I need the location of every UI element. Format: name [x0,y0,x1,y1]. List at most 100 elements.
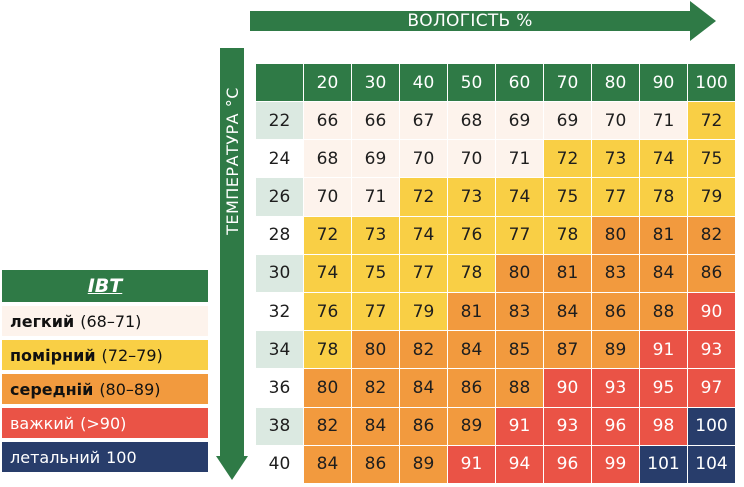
heat-index-cell: 74 [496,178,544,217]
heat-index-cell: 99 [592,445,640,484]
legend-item-range: (68–71) [80,311,142,331]
heat-index-cell: 82 [688,216,736,255]
heat-index-cell: 73 [592,140,640,179]
humidity-header-cell: 20 [304,64,352,102]
humidity-header-cell: 50 [448,64,496,102]
heat-index-cell: 77 [352,292,400,332]
humidity-header-cell: 40 [400,64,448,102]
heat-index-cell: 83 [496,292,544,332]
legend-item-range: (72–79) [101,345,163,365]
heat-index-cell: 100 [688,407,736,446]
heat-index-cell: 71 [496,140,544,179]
heat-index-cell: 68 [448,102,496,141]
heat-index-cell: 77 [592,178,640,217]
legend-item-medium: середній (80–89) [2,374,208,404]
heat-index-cell: 81 [448,292,496,332]
legend-item-lethal: летальний 100 [2,442,208,472]
humidity-header-cell: 30 [352,64,400,102]
heat-index-cell: 93 [688,331,736,370]
heat-index-cell: 95 [640,369,688,408]
legend-item-range: (80–89) [99,379,161,399]
heat-index-cell: 69 [496,102,544,141]
legend-item-range: (>90) [80,413,127,433]
heat-index-cell: 77 [400,254,448,293]
heat-index-cell: 89 [448,407,496,446]
heat-index-cell: 74 [304,254,352,293]
temperature-header-cell: 32 [256,292,304,332]
heat-index-cell: 97 [688,369,736,408]
heat-index-cell: 93 [544,407,592,446]
humidity-header-cell: 60 [496,64,544,102]
legend-item-range: 100 [106,447,137,467]
heat-index-cell: 91 [496,407,544,446]
heat-index-cell: 70 [400,140,448,179]
heat-index-cell: 75 [688,140,736,179]
heat-index-cell: 83 [592,254,640,293]
heat-index-cell: 73 [352,216,400,255]
heat-index-table: 20 30 40 50 60 70 80 90 100 22 66 66 67 68 69 69 70 71 72 2… [256,64,736,484]
heat-index-cell: 69 [352,140,400,179]
humidity-axis-arrow: ВОЛОГІСТЬ % [250,1,716,41]
table-corner [256,64,304,102]
temperature-header-cell: 30 [256,254,304,293]
heat-index-cell: 82 [352,369,400,408]
temperature-header-cell: 40 [256,445,304,484]
heat-index-cell: 84 [544,292,592,332]
heat-index-cell: 68 [304,140,352,179]
heat-index-cell: 96 [592,407,640,446]
heat-index-cell: 80 [592,216,640,255]
heat-index-cell: 86 [400,407,448,446]
heat-index-cell: 71 [640,102,688,141]
heat-index-cell: 78 [544,216,592,255]
heat-index-cell: 89 [400,445,448,484]
heat-index-cell: 78 [304,331,352,370]
legend-item-name: легкий [10,311,75,331]
heat-index-cell: 96 [544,445,592,484]
legend-item-moderate: помірний (72–79) [2,340,208,370]
heat-index-cell: 88 [496,369,544,408]
heat-index-cell: 78 [640,178,688,217]
heat-index-cell: 84 [352,407,400,446]
heat-index-cell: 90 [544,369,592,408]
heat-index-cell: 80 [352,331,400,370]
heat-index-cell: 101 [640,445,688,484]
heat-index-cell: 72 [544,140,592,179]
legend-item-name: помірний [10,345,96,365]
temperature-header-cell: 34 [256,331,304,370]
heat-index-cell: 86 [688,254,736,293]
heat-index-cell: 82 [400,331,448,370]
heat-index-cell: 70 [448,140,496,179]
heat-index-cell: 69 [544,102,592,141]
legend-item-name: середній [10,379,94,399]
heat-index-cell: 88 [640,292,688,332]
temperature-axis-arrow: ТЕМПЕРАТУРА °C [216,48,248,480]
heat-index-cell: 70 [304,178,352,217]
heat-index-cell: 90 [688,292,736,332]
heat-index-cell: 76 [448,216,496,255]
heat-index-cell: 76 [304,292,352,332]
temperature-header-cell: 38 [256,407,304,446]
heat-index-cell: 89 [592,331,640,370]
heat-index-cell: 91 [640,331,688,370]
heat-index-cell: 66 [352,102,400,141]
heat-index-cell: 84 [304,445,352,484]
heat-index-cell: 82 [304,407,352,446]
humidity-header-cell: 70 [544,64,592,102]
legend-item-name: летальний [10,447,101,467]
heat-index-cell: 85 [496,331,544,370]
heat-index-cell: 86 [592,292,640,332]
heat-index-cell: 94 [496,445,544,484]
humidity-header-cell: 90 [640,64,688,102]
heat-index-cell: 87 [544,331,592,370]
heat-index-cell: 72 [688,102,736,141]
heat-index-cell: 78 [448,254,496,293]
heat-index-cell: 86 [448,369,496,408]
heat-index-cell: 81 [640,216,688,255]
heat-index-cell: 81 [544,254,592,293]
heat-index-cell: 66 [304,102,352,141]
heat-index-cell: 91 [448,445,496,484]
heat-index-cell: 80 [304,369,352,408]
heat-index-cell: 79 [688,178,736,217]
heat-index-cell: 84 [448,331,496,370]
heat-index-cell: 104 [688,445,736,484]
